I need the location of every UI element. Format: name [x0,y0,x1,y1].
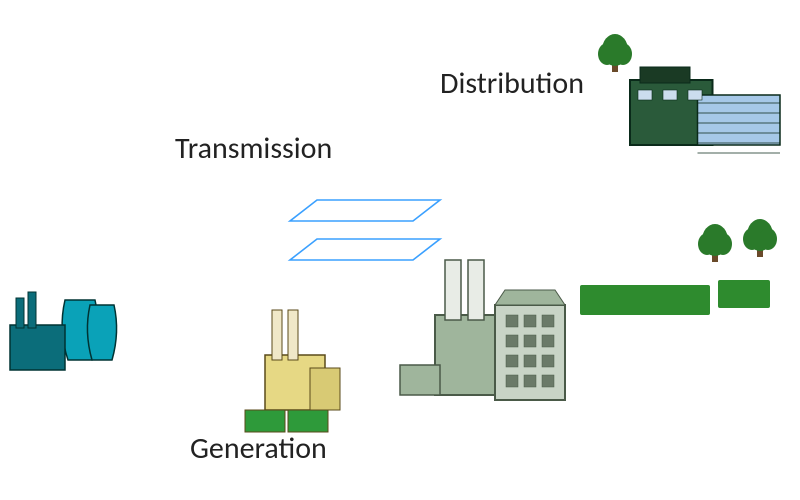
label-distribution: Distribution [440,65,584,102]
power-grid-diagram [0,0,800,500]
label-transmission: Transmission [175,130,332,167]
label-generation: Generation [190,430,327,467]
